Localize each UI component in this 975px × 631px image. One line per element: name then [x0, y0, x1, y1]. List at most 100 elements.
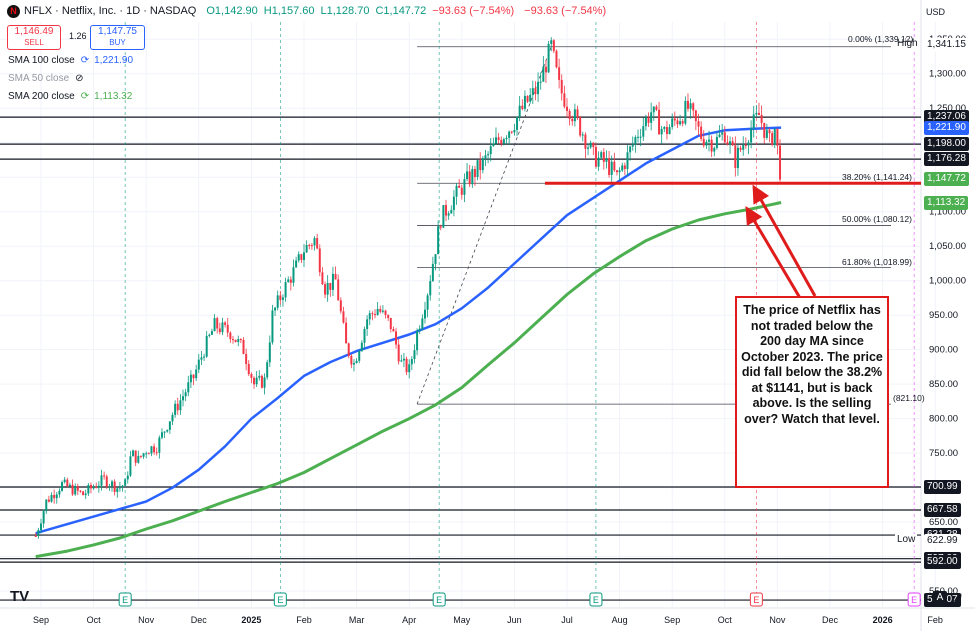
candle-body: [74, 486, 76, 494]
indicator-sma200[interactable]: SMA 200 close ⟳ 1,113.32: [8, 91, 132, 102]
candle-body: [98, 486, 100, 488]
candle-body: [195, 370, 197, 379]
netflix-logo-icon: N: [7, 5, 20, 18]
price-axis-tick-label: 950.00: [929, 310, 958, 321]
candle-body: [342, 311, 344, 322]
indicator-value: 1,221.90: [94, 55, 133, 66]
expand-icon[interactable]: ⤢: [952, 591, 962, 606]
candle-body: [445, 205, 447, 215]
time-axis-label: Dec: [822, 615, 838, 625]
currency-label[interactable]: USD: [926, 7, 945, 17]
candle-body: [553, 40, 555, 51]
candle-body: [690, 103, 692, 108]
price-axis-tick-label: 900.00: [929, 345, 958, 356]
candle-body: [724, 132, 726, 142]
candle-body: [587, 147, 589, 148]
auto-scale-button[interactable]: A: [933, 591, 947, 605]
candle-body: [153, 446, 155, 452]
candle-body: [666, 127, 668, 134]
candle-body: [266, 362, 268, 377]
candle-body: [669, 127, 671, 134]
candle-body: [321, 272, 323, 284]
candle-body: [145, 453, 147, 454]
candle-body: [119, 487, 121, 488]
time-axis-label: Jul: [561, 615, 573, 625]
sell-button[interactable]: 1,146.49 SELL: [7, 25, 61, 50]
candle-body: [732, 141, 734, 145]
candle-body: [482, 158, 484, 170]
candle-body: [169, 421, 171, 430]
refresh-icon[interactable]: ⟳: [81, 55, 89, 66]
sma200-line: [36, 203, 781, 557]
candle-body: [529, 95, 531, 102]
candle-body: [569, 111, 571, 119]
refresh-icon[interactable]: ⟳: [81, 91, 89, 102]
candle-body: [235, 340, 237, 342]
candle-body: [108, 486, 110, 487]
time-axis-label: May: [453, 615, 470, 625]
candle-body: [650, 112, 652, 122]
candle-body: [663, 127, 665, 129]
candle-body: [708, 140, 710, 142]
candle-body: [148, 453, 150, 454]
price-axis-tick-label: 850.00: [929, 379, 958, 390]
buy-button[interactable]: 1,147.75 BUY: [90, 25, 145, 50]
candle-body: [490, 146, 492, 154]
eye-hidden-icon[interactable]: ⊘: [75, 73, 83, 84]
candle-body: [634, 137, 636, 144]
candle-body: [592, 143, 594, 147]
candle-body: [406, 359, 408, 372]
candle-body: [661, 129, 663, 134]
indicator-sma100[interactable]: SMA 100 close ⟳ 1,221.90: [8, 55, 133, 66]
ohlc-change: −93.63 (−7.54%): [432, 5, 514, 17]
candle-body: [600, 152, 602, 158]
ohlc-high: H1,157.60: [264, 5, 315, 17]
candle-body: [324, 284, 326, 294]
candle-body: [229, 333, 231, 339]
candle-body: [605, 158, 607, 162]
candle-body: [740, 148, 742, 150]
candle-body: [292, 267, 294, 282]
candle-body: [716, 137, 718, 148]
spread-value: 1.26: [69, 31, 87, 41]
candle-body: [645, 117, 647, 126]
candle-body: [595, 147, 597, 167]
candle-body: [648, 117, 650, 122]
tradingview-logo-icon[interactable]: TV: [10, 588, 29, 605]
time-axis-label: 2025: [241, 615, 261, 625]
candle-body: [474, 169, 476, 177]
candle-body: [763, 123, 765, 138]
candle-body: [492, 143, 494, 146]
candle-body: [700, 127, 702, 139]
candle-body: [106, 476, 108, 487]
indicator-name: SMA 50 close: [8, 73, 69, 84]
candle-body: [776, 129, 778, 146]
candle-body: [158, 438, 160, 453]
level-price-tag: 1,176.28: [924, 152, 969, 166]
time-axis-label: Dec: [191, 615, 207, 625]
candle-body: [676, 120, 678, 124]
candle-body: [440, 226, 442, 227]
time-axis-label: Feb: [296, 615, 312, 625]
candle-body: [442, 205, 444, 228]
candle-body: [93, 487, 95, 489]
candle-body: [271, 310, 273, 342]
time-axis-label: Oct: [87, 615, 101, 625]
candle-body: [603, 152, 605, 162]
candle-body: [747, 142, 749, 145]
candle-body: [206, 336, 208, 357]
candle-body: [545, 67, 547, 73]
candle-body: [421, 318, 423, 328]
candle-body: [287, 279, 289, 282]
candle-body: [705, 142, 707, 146]
candle-body: [413, 350, 415, 359]
earnings-marker-label: E: [753, 595, 759, 605]
candle-body: [655, 107, 657, 110]
candle-body: [542, 67, 544, 82]
sma100-series: [36, 128, 781, 534]
candle-body: [626, 152, 628, 169]
indicator-sma50[interactable]: SMA 50 close ⊘: [8, 73, 89, 84]
candle-body: [198, 360, 200, 370]
candle-body: [300, 254, 302, 260]
symbol-title[interactable]: NFLX · Netflix, Inc. · 1D · NASDAQ: [24, 5, 196, 17]
